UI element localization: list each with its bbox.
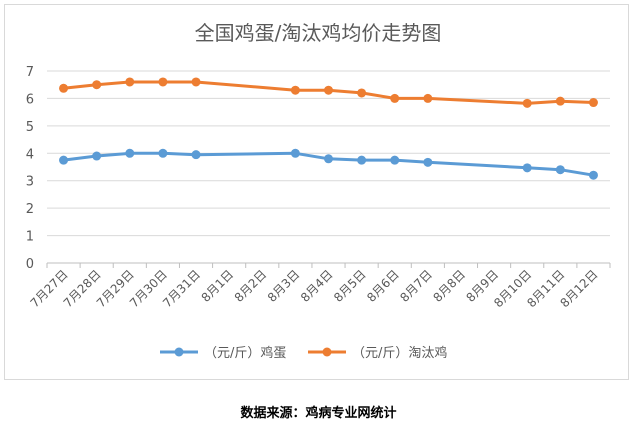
data-point — [191, 150, 201, 160]
source-note: 数据来源：鸡病专业网统计 — [240, 406, 397, 421]
y-tick-label: 2 — [26, 202, 34, 217]
x-tick-label: 8月3日 — [265, 267, 303, 305]
x-tick-label: 8月7日 — [397, 267, 435, 305]
data-point — [125, 148, 135, 158]
gridlines — [47, 70, 610, 237]
chart-title: 全国鸡蛋/淘汰鸡均价走势图 — [195, 21, 442, 45]
legend: （元/斤）鸡蛋 （元/斤）淘汰鸡 — [160, 345, 447, 361]
data-point — [92, 80, 102, 90]
data-point — [324, 85, 333, 95]
y-tick-label: 1 — [26, 230, 34, 245]
data-point — [59, 83, 69, 93]
y-tick-label: 3 — [26, 175, 34, 190]
data-point — [59, 155, 69, 165]
data-point — [522, 163, 532, 173]
data-point — [555, 165, 565, 175]
chart-frame — [4, 4, 629, 380]
data-point — [423, 93, 433, 103]
x-tick-label: 8月5日 — [331, 267, 369, 305]
x-tick-label: 8月1日 — [199, 267, 237, 305]
x-tick-label: 8月8日 — [430, 267, 468, 305]
data-point — [92, 151, 102, 161]
data-point — [158, 148, 168, 158]
data-point — [357, 155, 367, 165]
y-tick-label: 6 — [26, 92, 34, 107]
y-tick-label: 4 — [26, 147, 34, 162]
data-point — [357, 88, 367, 98]
data-point — [555, 96, 565, 106]
data-point — [290, 85, 300, 95]
data-point — [522, 98, 532, 108]
legend-label: （元/斤）鸡蛋 — [204, 345, 286, 361]
legend-label: （元/斤）淘汰鸡 — [352, 345, 447, 361]
y-tick-label: 7 — [26, 65, 34, 80]
x-tick-label: 8月4日 — [298, 267, 336, 305]
data-point — [423, 157, 433, 167]
legend-marker — [174, 347, 184, 357]
data-point — [588, 98, 598, 108]
x-tick-label: 8月2日 — [232, 267, 270, 305]
data-point — [390, 155, 400, 165]
data-point — [191, 77, 201, 87]
data-point — [390, 93, 400, 103]
data-point — [158, 77, 168, 87]
line-chart: 全国鸡蛋/淘汰鸡均价走势图 012345677月27日7月28日7月29日7月3… — [26, 21, 611, 361]
data-point — [324, 154, 333, 164]
legend-marker — [322, 347, 332, 357]
x-tick-label: 8月6日 — [364, 267, 402, 305]
data-point — [290, 148, 300, 158]
y-tick-label: 0 — [26, 257, 34, 272]
data-point — [588, 170, 598, 180]
y-tick-label: 5 — [26, 120, 34, 135]
series-layer — [59, 77, 598, 180]
data-point — [125, 77, 135, 87]
